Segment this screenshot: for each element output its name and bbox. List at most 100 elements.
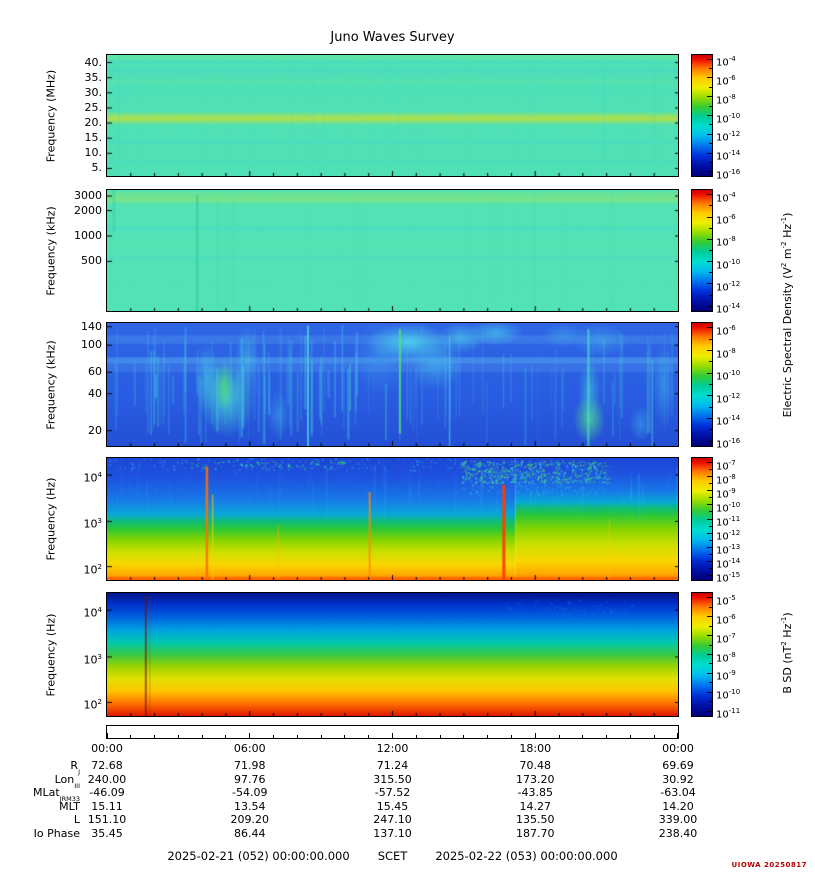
ephemeris-value: -57.52 [374,786,411,799]
colorbar-tick [707,305,712,307]
colorbar-tick-label: 10-12 [716,529,741,543]
colorbar-tick [707,635,712,637]
colorbar-minor-tick [709,86,712,88]
colorbar-tick-label: 10-8 [716,235,736,249]
ephemeris-row-label: MLT [59,800,80,813]
ephemeris-value: 69.69 [662,759,694,772]
colorbar-tick [707,546,712,548]
time-tick [225,735,227,738]
colorbar-tick [707,504,712,506]
time-tick [582,735,584,738]
y-tick-label: 30. [84,85,103,99]
colorbar-tick-label: 10-8 [716,650,736,664]
colorbar-tick [707,261,712,263]
y-tick-label: 104 [83,471,102,485]
time-tick [534,733,536,738]
colorbar-tick [707,77,712,79]
lf-electric-spectrogram-colorbar [691,322,713,447]
y-tick-label: 20. [84,116,103,130]
colorbar-tick-label: 10-10 [716,369,741,383]
y-axis-label: Frequency (Hz) [44,477,58,561]
electric-spectral-density-label: Electric Spectral Density (V2 m-2 Hz-1) [780,212,794,418]
colorbar-tick [707,216,712,218]
colorbar-tick-label: 10-6 [716,612,736,627]
time-tick [415,735,417,738]
colorbar-tick-label: 10-12 [716,391,741,406]
y-axis-label: Frequency (MHz) [44,69,58,162]
ephemeris-value: 13.54 [234,800,266,813]
ephemeris-value: 14.27 [519,800,552,813]
time-tick-label: 06:00 [233,742,266,755]
time-tick [677,733,678,738]
time-tick [463,735,465,738]
colorbar-tick-label: 10-7 [716,458,736,473]
ephemeris-row-label: RJ [70,759,80,777]
scet-start-time: 2025-02-21 (052) 00:00:00.000 [167,849,350,863]
colorbar-minor-tick [709,227,712,229]
colorbar-minor-tick [709,68,712,70]
colorbar-tick-label: 10-5 [716,593,736,608]
ephemeris-value: 315.50 [373,773,412,786]
colorbar-tick-label: 10-16 [716,167,741,182]
ephemeris-value: 15.11 [91,800,123,813]
colorbar-tick [707,440,712,442]
ephemeris-value: 70.48 [519,759,552,772]
colorbar-tick [707,616,712,618]
colorbar-minor-tick [709,567,712,569]
vlf-electric-spectrogram-colorbar [691,457,713,581]
colorbar-minor-tick [709,338,712,340]
time-tick [201,735,203,738]
colorbar-minor-tick [709,205,712,207]
y-tick-label: 140 [81,319,102,333]
time-tick [510,735,512,738]
time-tick-label: 12:00 [376,742,409,755]
colorbar-tick-label: 10-15 [716,571,741,585]
ephemeris-value: -46.09 [89,786,125,799]
colorbar-tick-label: 10-16 [716,437,741,451]
colorbar-tick-label: 10-14 [716,149,741,163]
colorbar-tick-label: 10-4 [716,55,736,69]
ephemeris-value: -43.85 [517,786,553,799]
ephemeris-value: 97.76 [234,773,266,786]
colorbar-tick [707,395,712,397]
colorbar-tick [707,372,712,374]
colorbar-tick [707,574,712,576]
ephemeris-value: 15.45 [376,800,409,813]
colorbar-minor-tick [709,272,712,274]
y-tick-label: 35. [84,70,103,84]
colorbar-tick-label: 10-11 [716,515,741,529]
hf-electric-spectrogram-canvas [106,54,679,177]
colorbar-tick-label: 10-6 [716,213,736,227]
uiowa-watermark: UIOWA 20250817 [731,861,807,869]
lf-electric-spectrogram-canvas [106,322,679,447]
ephemeris-row-label: Io Phase [33,827,80,840]
ephemeris-value: 71.24 [376,759,409,772]
ephemeris-value: 339.00 [658,813,698,826]
colorbar-tick-label: 10-8 [716,472,736,487]
colorbar-minor-tick [709,124,712,126]
colorbar-tick-label: 10-9 [716,669,736,683]
colorbar-tick-label: 10-7 [716,631,736,645]
colorbar-minor-tick [709,539,712,541]
time-tick [249,733,251,738]
hf-electric-spectrogram-colorbar [691,54,713,177]
time-tick [629,735,631,738]
colorbar-tick [707,597,712,599]
y-axis-label: Frequency (kHz) [44,205,58,296]
y-axis-label: Frequency (kHz) [44,339,58,430]
vlf-electric-spectrogram-canvas [106,457,679,581]
colorbar-minor-tick [709,525,712,527]
y-tick-label: 103 [83,652,102,667]
colorbar-minor-tick [709,250,712,251]
y-tick-label: 20 [88,423,102,437]
magnetic-spectrogram-canvas [106,592,679,717]
colorbar-tick [707,152,712,154]
time-tick [344,735,346,738]
y-tick-label: 102 [83,698,102,713]
colorbar-minor-tick [709,553,712,555]
colorbar-tick [707,283,712,285]
colorbar-tick [707,58,712,60]
ephemeris-value: 151.10 [87,813,127,826]
ephemeris-value: 173.20 [516,773,555,786]
colorbar-tick-label: 10-11 [716,707,741,721]
